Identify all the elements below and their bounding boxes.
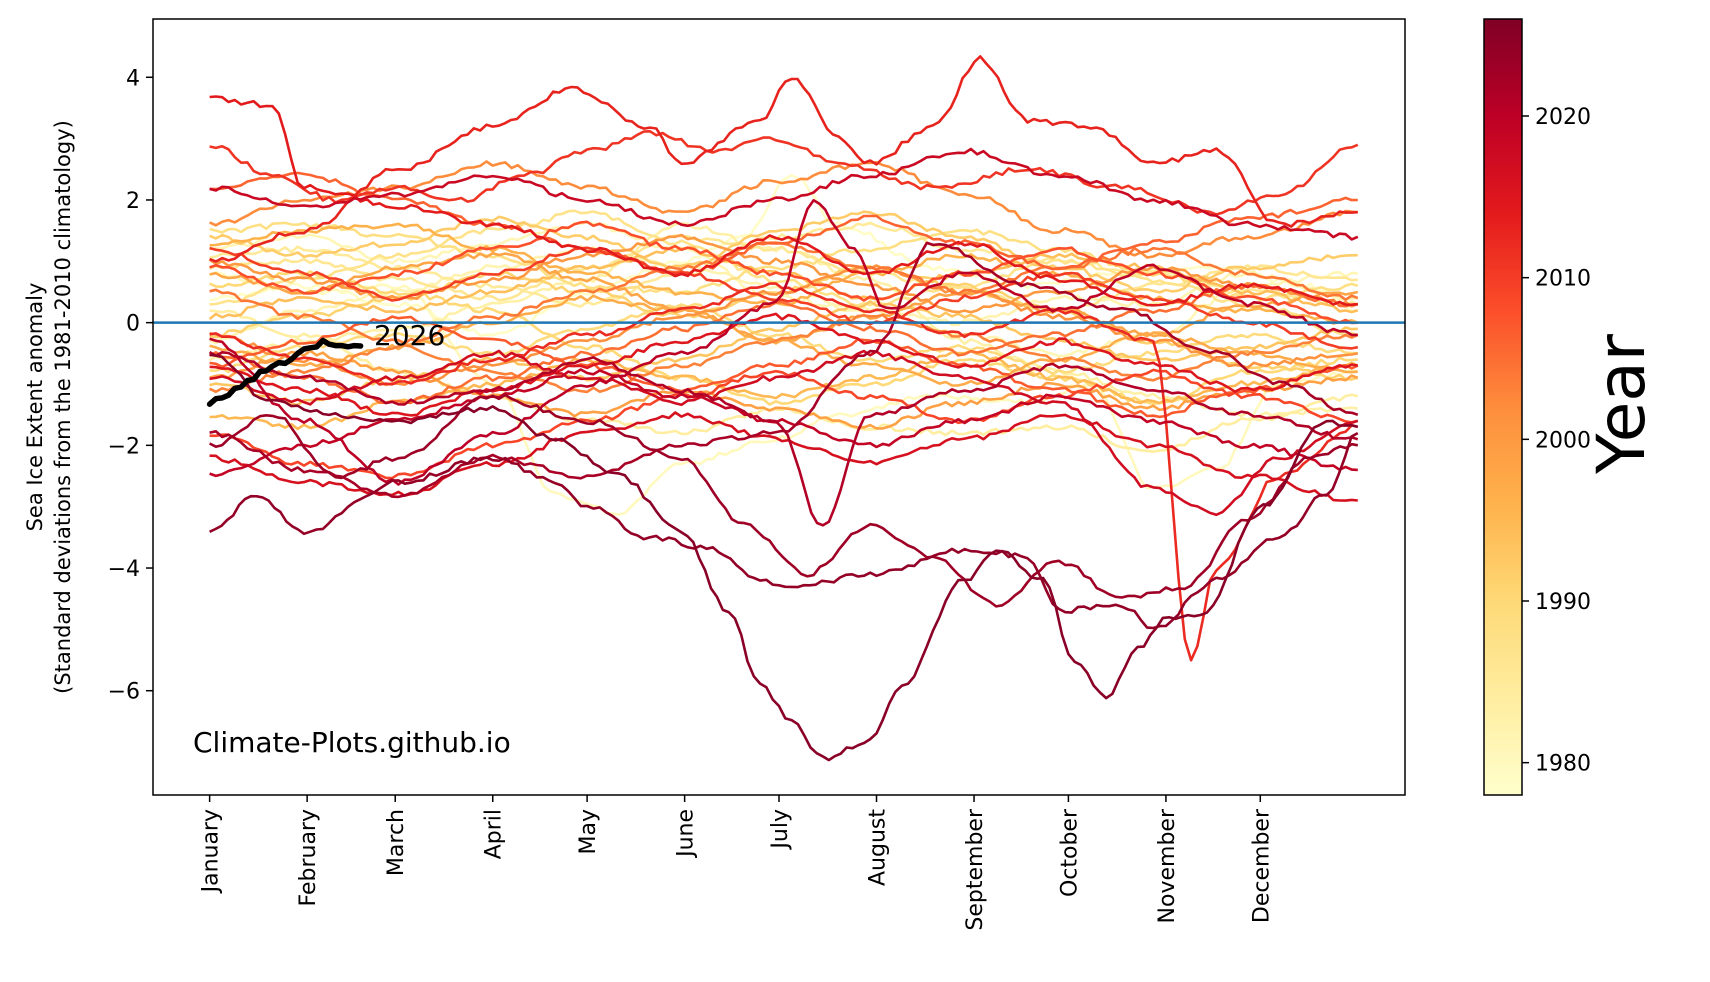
y-axis: 4 2 0 −2 −4 −6 [108, 66, 153, 705]
y-tick-label: 0 [126, 312, 140, 337]
series-layer [153, 55, 1405, 762]
y-tick-label: 2 [126, 189, 140, 214]
series-line-2007 [209, 315, 1359, 419]
colorbar-frame [1483, 18, 1523, 796]
series-line-1992 [209, 210, 1358, 294]
y-tick-label: 4 [126, 66, 140, 91]
colorbar-title: Year [1583, 333, 1660, 475]
colorbar-tick-label: 2000 [1535, 428, 1591, 453]
series-line-2003 [209, 313, 1359, 394]
month-label-january: January [199, 809, 224, 894]
month-label-september: September [963, 808, 988, 931]
month-label-march: March [384, 809, 409, 876]
series-line-1989 [209, 303, 1358, 375]
series-line-1988 [209, 221, 1359, 302]
colorbar-tick-label: 1990 [1535, 590, 1591, 615]
colorbar-ticks: 1980 1990 2000 2010 2020 [1522, 105, 1591, 777]
month-label-july: July [768, 809, 793, 851]
y-tick-label: −4 [108, 557, 140, 582]
month-label-june: June [674, 809, 699, 859]
colorbar: 1980 1990 2000 2010 2020 Year [1483, 18, 1660, 796]
month-label-may: May [576, 809, 601, 854]
month-label-october: October [1057, 808, 1082, 897]
series-line-2014 [209, 95, 1358, 307]
series-line-2019 [209, 368, 1358, 478]
series-line-2018 [209, 147, 1359, 241]
series-line-2005 [208, 283, 1358, 405]
series-line-2023 [209, 393, 1359, 608]
series-line-1995 [209, 350, 1359, 431]
series-line-2006 [209, 171, 1358, 277]
month-label-november: November [1155, 808, 1180, 923]
series-line-1999 [209, 349, 1359, 430]
watermark: Climate-Plots.github.io [193, 726, 511, 759]
series-line-2024 [209, 431, 1359, 630]
y-tick-label: −2 [108, 434, 140, 459]
y-tick-label: −6 [108, 680, 140, 705]
series-line-2001 [209, 264, 1359, 387]
series-line-2026 [206, 337, 364, 407]
series-line-1980 [209, 271, 1359, 516]
series-line-2010 [209, 246, 1359, 350]
colorbar-tick-label: 2020 [1535, 105, 1591, 130]
y-axis-label-line2: (Standard deviations from the 1981-2010 … [51, 120, 75, 694]
month-label-february: February [296, 809, 321, 907]
y-axis-label: Sea Ice Extent anomaly [23, 283, 47, 532]
series-line-2008 [209, 220, 1358, 325]
series-line-2009 [209, 368, 1359, 480]
series-line-2021 [208, 351, 1359, 527]
colorbar-gradient [1484, 19, 1522, 795]
colorbar-tick-label: 1980 [1535, 752, 1591, 777]
colorbar-tick-label: 2010 [1535, 267, 1591, 292]
series-line-2022 [209, 241, 1359, 499]
month-label-april: April [482, 809, 507, 859]
series-line-2017 [209, 349, 1359, 517]
month-label-december: December [1249, 808, 1274, 923]
current-year-label: 2026 [374, 319, 445, 352]
series-line-2025 [209, 353, 1359, 762]
series-line-2015 [209, 312, 1359, 417]
x-axis: January February March April May June July Augu… [199, 795, 1274, 931]
series-line-2013 [209, 55, 1358, 263]
series-line-1987 [209, 209, 1359, 337]
month-label-august: August [866, 809, 891, 886]
series-line-2016 [209, 411, 1358, 502]
